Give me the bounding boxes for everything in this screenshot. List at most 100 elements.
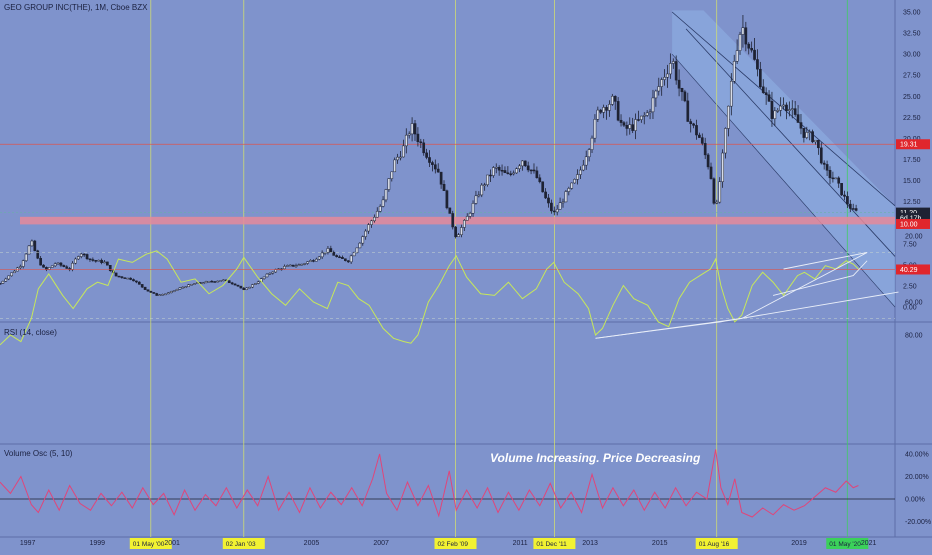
candle-body [825, 164, 829, 171]
candle-body [683, 91, 687, 102]
candle-body [782, 104, 785, 107]
candle-body [433, 164, 437, 170]
candle-body [622, 122, 626, 126]
volume-osc-line [0, 449, 859, 518]
candle-body [207, 280, 211, 283]
candle-body [843, 194, 846, 197]
candle-body [416, 133, 420, 143]
candle-body [10, 272, 13, 277]
candle-body [779, 105, 783, 111]
candle-body [451, 213, 455, 228]
candle-body [500, 169, 504, 172]
candle-body [776, 110, 780, 112]
candle-body [596, 109, 600, 120]
candle-body [91, 259, 95, 261]
price-marker-bg [896, 213, 930, 224]
candle-body [770, 101, 774, 119]
candle-body [71, 262, 74, 270]
price-tick-label: 22.50 [903, 115, 921, 122]
candle-body [251, 284, 254, 288]
candle-body [521, 160, 524, 167]
candle-body [492, 167, 495, 176]
time-tick-label: 2007 [373, 540, 389, 547]
candle-body [65, 266, 69, 269]
vol-tick-label: 40.00% [905, 452, 929, 459]
candle-body [576, 174, 579, 180]
candle-body [462, 220, 466, 228]
candle-body [439, 171, 443, 185]
candle-body [137, 281, 141, 285]
candle-body [480, 184, 484, 196]
candle-body [442, 184, 446, 191]
date-marker-label: 01 Dec '11 [536, 541, 567, 548]
candle-body [410, 123, 414, 135]
time-tick-label: 2019 [791, 540, 807, 547]
candle-body [100, 259, 103, 263]
candle-body [42, 264, 45, 268]
candle-body [146, 289, 150, 292]
candle-body [143, 286, 147, 290]
candle-body [181, 286, 185, 289]
candle-body [460, 227, 463, 235]
candle-body [761, 86, 765, 93]
candle-body [236, 284, 240, 287]
candle-body [767, 94, 771, 102]
candle-body [341, 256, 344, 259]
candle-body [21, 260, 25, 267]
candle-body [393, 159, 397, 173]
price-tick-label: 30.00 [903, 52, 921, 59]
candle-body [654, 90, 658, 99]
candle-body [155, 293, 159, 296]
price-marker-bg [896, 139, 930, 150]
price-tick-label: 27.50 [903, 73, 921, 80]
date-marker-label: 01 Aug '16 [699, 541, 730, 548]
candle-body [828, 170, 832, 179]
candle-body [616, 101, 620, 121]
candle-body [465, 216, 469, 221]
chart-title: GEO GROUP INC(THE), 1M, Cboe BZX [4, 3, 148, 12]
candle-body [317, 256, 321, 260]
candle-body [837, 177, 841, 184]
candle-body [422, 142, 426, 154]
time-tick-label: 2011 [513, 540, 528, 547]
candle-body [24, 253, 28, 261]
candle-body [164, 293, 167, 296]
candle-body [82, 253, 86, 256]
candle-body [1, 280, 5, 284]
candle-body [166, 292, 170, 295]
candle-body [216, 280, 220, 283]
candle-body [660, 79, 664, 87]
candle-body [152, 292, 156, 294]
candle-body [454, 226, 457, 238]
candle-body [634, 119, 637, 131]
candle-body [419, 141, 423, 144]
candle-body [706, 154, 710, 168]
candle-body [602, 107, 605, 113]
candle-body [523, 160, 527, 167]
candle-body [431, 162, 434, 165]
candle-body [242, 287, 246, 291]
price-marker-bg [896, 218, 930, 229]
date-marker-bg [826, 538, 869, 549]
annotation-volume-price: Volume Increasing. Price Decreasing [490, 451, 701, 465]
candle-body [140, 284, 144, 288]
candle-body [669, 63, 672, 75]
candle-body [129, 277, 132, 280]
volume-osc-label: Volume Osc (5, 10) [4, 449, 73, 458]
candle-body [486, 174, 489, 185]
candle-body [346, 260, 350, 263]
candle-body [599, 109, 603, 113]
candle-body [494, 167, 498, 169]
candle-body [532, 169, 536, 172]
candle-body [233, 283, 237, 286]
price-marker-bg [896, 207, 930, 218]
candle-body [375, 211, 379, 218]
candle-body [819, 147, 823, 164]
candle-body [732, 61, 736, 82]
candle-body [53, 263, 57, 267]
candle-body [178, 287, 182, 290]
candle-body [483, 184, 486, 186]
candle-body [158, 294, 161, 296]
candle-body [610, 95, 614, 105]
candle-body [33, 240, 37, 252]
